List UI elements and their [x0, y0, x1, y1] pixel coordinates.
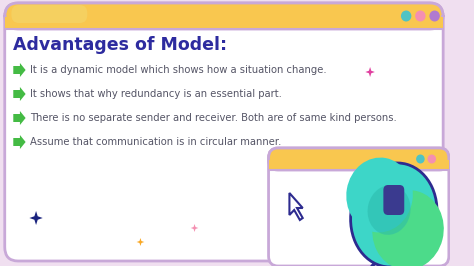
- Text: It shows that why redundancy is an essential part.: It shows that why redundancy is an essen…: [30, 89, 282, 99]
- Text: Assume that communication is in circular manner.: Assume that communication is in circular…: [30, 137, 282, 147]
- FancyBboxPatch shape: [269, 148, 449, 266]
- FancyBboxPatch shape: [269, 148, 449, 170]
- Polygon shape: [13, 63, 26, 77]
- Polygon shape: [290, 193, 303, 220]
- FancyBboxPatch shape: [5, 3, 443, 29]
- Circle shape: [416, 155, 425, 164]
- Text: Advantages of Model:: Advantages of Model:: [13, 36, 228, 54]
- FancyBboxPatch shape: [11, 5, 87, 23]
- Bar: [269, 160, 449, 170]
- Polygon shape: [365, 67, 375, 77]
- Ellipse shape: [367, 185, 410, 235]
- FancyBboxPatch shape: [383, 185, 404, 215]
- Polygon shape: [191, 224, 198, 232]
- Text: There is no separate sender and receiver. Both are of same kind persons.: There is no separate sender and receiver…: [30, 113, 397, 123]
- Polygon shape: [29, 211, 43, 225]
- Text: It is a dynamic model which shows how a situation change.: It is a dynamic model which shows how a …: [30, 65, 327, 75]
- Ellipse shape: [346, 157, 413, 232]
- Circle shape: [401, 10, 411, 22]
- FancyBboxPatch shape: [5, 3, 443, 261]
- Circle shape: [415, 10, 426, 22]
- Ellipse shape: [372, 190, 444, 266]
- Bar: [5, 17, 443, 29]
- Polygon shape: [13, 87, 26, 101]
- Circle shape: [429, 10, 440, 22]
- Polygon shape: [13, 135, 26, 149]
- Circle shape: [428, 155, 436, 164]
- Ellipse shape: [351, 163, 437, 266]
- Polygon shape: [13, 111, 26, 125]
- Polygon shape: [137, 238, 144, 246]
